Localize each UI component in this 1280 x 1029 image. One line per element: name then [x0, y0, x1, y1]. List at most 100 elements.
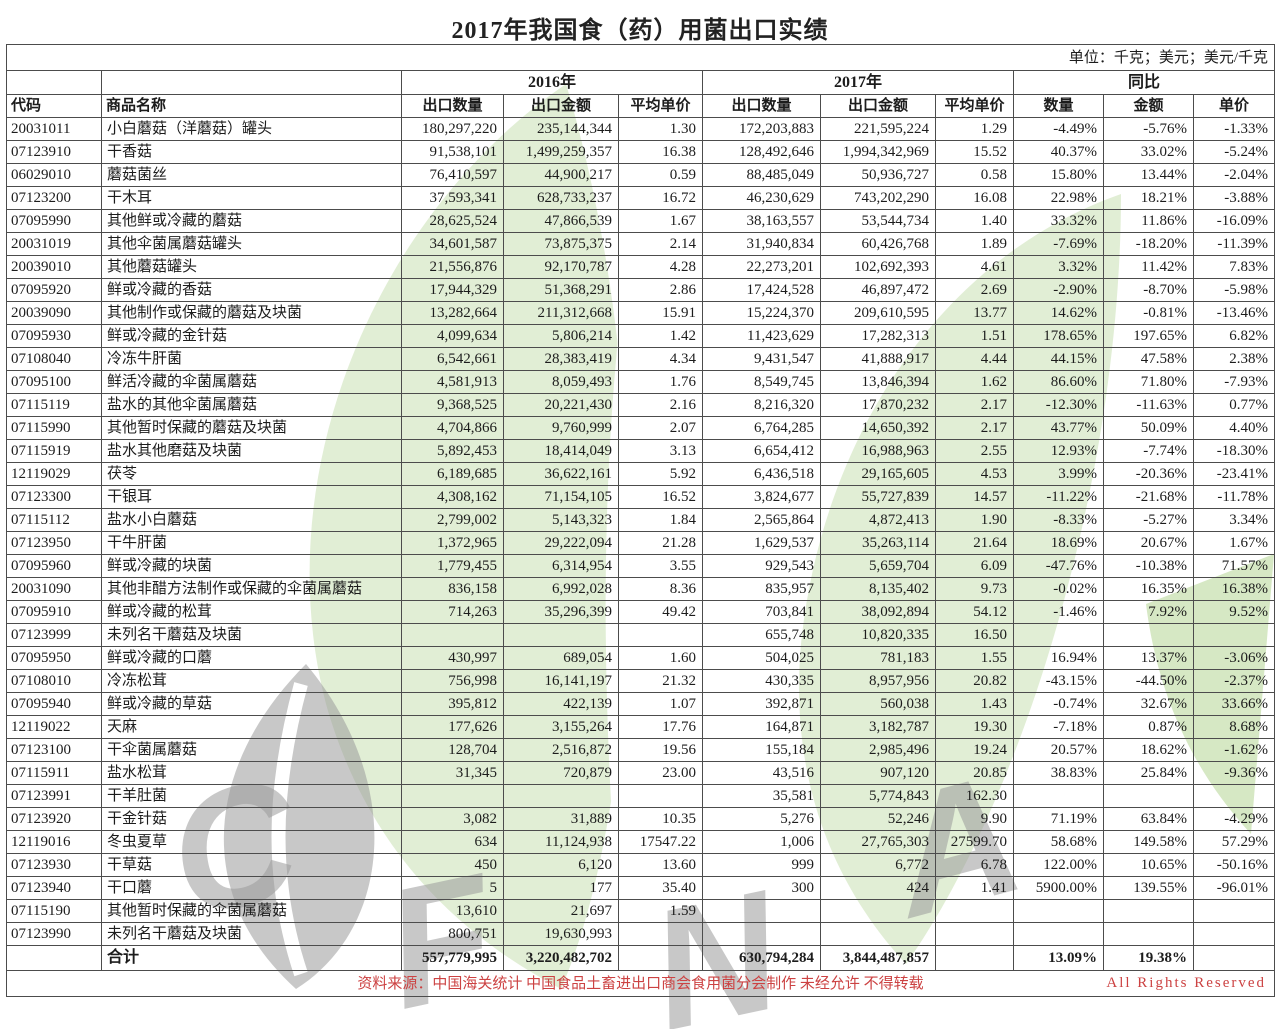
cell-qty-2017: 6,764,285 [702, 416, 821, 440]
table-row: 07095990 其他鲜或冷藏的蘑菇 28,625,524 47,866,539 1.6… [6, 209, 1276, 233]
cell-code: 07115119 [6, 393, 102, 417]
cell-total-price-2016 [618, 945, 703, 971]
cell-amount-2017: 50,936,727 [820, 163, 936, 187]
cell-amount-2017: 5,659,704 [820, 554, 936, 578]
table-row: 07095100 鲜活冷藏的伞菌属蘑菇 4,581,913 8,059,493 1.76… [6, 370, 1276, 394]
table-row: 12119022 天麻 177,626 3,155,264 17.76 164,871 3,… [6, 715, 1276, 739]
cell-price-2017: 2.55 [935, 439, 1014, 463]
cell-total-qty-2017: 630,794,284 [702, 945, 821, 971]
cell-qty-2016: 395,812 [401, 692, 504, 716]
cell-name: 冷冻松茸 [101, 669, 402, 693]
cell-yoy-qty: 3.99% [1013, 462, 1104, 486]
unit-note-row: 单位：千克；美元；美元/千克 [5, 44, 1276, 71]
cell-yoy-qty [1013, 922, 1104, 946]
cell-price-2017 [935, 899, 1014, 923]
cell-price-2017: 6.78 [935, 853, 1014, 877]
cell-price-2017: 1.55 [935, 646, 1014, 670]
table-row: 06029010 蘑菇菌丝 76,410,597 44,900,217 0.59 88,4… [6, 163, 1276, 187]
cell-price-2017: 9.73 [935, 577, 1014, 601]
cell-code: 07095940 [6, 692, 102, 716]
cell-price-2016: 21.32 [618, 669, 703, 693]
cell-yoy-amount: 18.21% [1103, 186, 1194, 210]
report-sheet: C F N A 单位：千克；美元；美元/千克 2016年 2017年 同比 [5, 44, 1276, 1029]
cell-qty-2016: 128,704 [401, 738, 504, 762]
cell-price-2016: 4.34 [618, 347, 703, 371]
table-row: 07123920 干金针菇 3,082 31,889 10.35 5,276 52,246 9… [6, 807, 1276, 831]
cell-total-amount-2016: 3,220,482,702 [503, 945, 619, 971]
cell-name: 其他蘑菇罐头 [101, 255, 402, 279]
cell-yoy-price [1192, 623, 1276, 647]
cell-qty-2016: 4,581,913 [401, 370, 504, 394]
total-row: 合计 557,779,995 3,220,482,702 630,794,284… [6, 945, 1276, 971]
cell-amount-2017: 55,727,839 [820, 485, 936, 509]
cell-price-2017: 19.24 [935, 738, 1014, 762]
cell-amount-2016: 31,889 [503, 807, 619, 831]
cell-name: 干伞菌属蘑菇 [101, 738, 402, 762]
cell-price-2016: 8.36 [618, 577, 703, 601]
cell-code: 20031019 [6, 232, 102, 256]
cell-price-2017: 1.40 [935, 209, 1014, 233]
cell-amount-2016: 689,054 [503, 646, 619, 670]
cell-price-2016: 21.28 [618, 531, 703, 555]
cell-price-2016: 16.52 [618, 485, 703, 509]
cell-yoy-amount: -7.74% [1103, 439, 1194, 463]
cell-name: 其他暂时保藏的蘑菇及块菌 [101, 416, 402, 440]
table-row: 07123950 干牛肝菌 1,372,965 29,222,094 21.28 1,62… [6, 531, 1276, 555]
cell-qty-2017: 88,485,049 [702, 163, 821, 187]
cell-price-2016: 3.55 [618, 554, 703, 578]
cell-yoy-amount: -0.81% [1103, 301, 1194, 325]
cell-amount-2016: 1,499,259,357 [503, 140, 619, 164]
cell-price-2017: 4.53 [935, 462, 1014, 486]
cell-qty-2016: 714,263 [401, 600, 504, 624]
cell-total-yoy-amount: 19.38% [1103, 945, 1194, 971]
cell-code: 07108040 [6, 347, 102, 371]
cell-qty-2016: 836,158 [401, 577, 504, 601]
cell-price-2017: 9.90 [935, 807, 1014, 831]
cell-amount-2017: 10,820,335 [820, 623, 936, 647]
cell-amount-2016: 5,806,214 [503, 324, 619, 348]
cell-yoy-amount: -18.20% [1103, 232, 1194, 256]
cell-qty-2017: 35,581 [702, 784, 821, 808]
cell-code: 07095920 [6, 278, 102, 302]
cell-qty-2017: 15,224,370 [702, 301, 821, 325]
cell-amount-2016: 16,141,197 [503, 669, 619, 693]
cell-yoy-price [1192, 784, 1276, 808]
cell-yoy-qty: 178.65% [1013, 324, 1104, 348]
table-row: 07115911 盐水松茸 31,345 720,879 23.00 43,516 907,… [6, 761, 1276, 785]
cell-amount-2017: 221,595,224 [820, 117, 936, 141]
cell-qty-2016: 450 [401, 853, 504, 877]
cell-code: 07095950 [6, 646, 102, 670]
cell-amount-2016: 177 [503, 876, 619, 900]
export-data-table: 单位：千克；美元；美元/千克 2016年 2017年 同比 代码 商品名称 出口… [5, 44, 1276, 997]
cell-code: 06029010 [6, 163, 102, 187]
table-row: 12119016 冬虫夏草 634 11,124,938 17547.22 1,006 27… [6, 830, 1276, 854]
cell-price-2017: 1.51 [935, 324, 1014, 348]
cell-amount-2016: 29,222,094 [503, 531, 619, 555]
cell-yoy-amount: 63.84% [1103, 807, 1194, 831]
cell-amount-2017: 17,870,232 [820, 393, 936, 417]
cell-amount-2017: 560,038 [820, 692, 936, 716]
cell-qty-2017: 1,629,537 [702, 531, 821, 555]
cell-price-2017: 19.30 [935, 715, 1014, 739]
cell-price-2016: 1.59 [618, 899, 703, 923]
cell-code: 07123991 [6, 784, 102, 808]
cell-yoy-amount: 32.67% [1103, 692, 1194, 716]
cell-qty-2017: 8,549,745 [702, 370, 821, 394]
cell-yoy-qty: -11.22% [1013, 485, 1104, 509]
cell-price-2017: 20.82 [935, 669, 1014, 693]
cell-qty-2016: 6,189,685 [401, 462, 504, 486]
cell-qty-2016: 37,593,341 [401, 186, 504, 210]
table-row: 20031090 其他非醋方法制作或保藏的伞菌属蘑菇 836,158 6,992,02… [6, 577, 1276, 601]
cell-amount-2016: 5,143,323 [503, 508, 619, 532]
cell-amount-2016: 3,155,264 [503, 715, 619, 739]
cell-qty-2016: 4,099,634 [401, 324, 504, 348]
cell-price-2017: 16.50 [935, 623, 1014, 647]
cell-code: 12119022 [6, 715, 102, 739]
cell-name: 其他伞菌属蘑菇罐头 [101, 232, 402, 256]
cell-name: 干牛肝菌 [101, 531, 402, 555]
cell-name: 干金针菇 [101, 807, 402, 831]
rights-note: All Rights Reserved [1106, 975, 1267, 991]
cell-amount-2016: 6,314,954 [503, 554, 619, 578]
cell-qty-2017: 22,273,201 [702, 255, 821, 279]
cell-code: 20031011 [6, 117, 102, 141]
